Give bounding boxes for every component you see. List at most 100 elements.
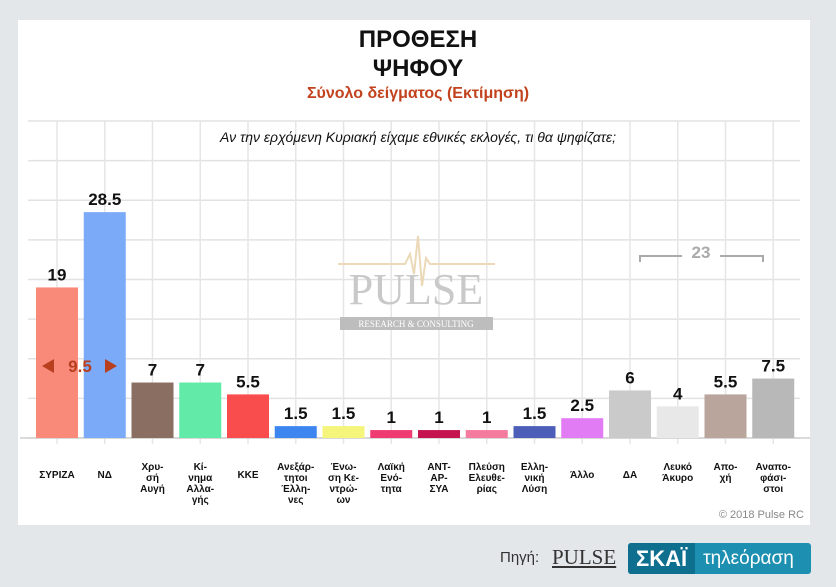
category-label-line: Λευκό <box>663 462 693 473</box>
category-label: Κί-νημα Αλλα-γής <box>177 462 223 506</box>
source-label: Πηγή: <box>500 549 540 566</box>
bar <box>561 418 604 438</box>
category-label-line: γής <box>191 495 209 506</box>
category-label-line: στοι <box>763 484 784 495</box>
bar <box>752 378 795 438</box>
category-label: Ανεξάρ-τητοι Έλλη-νες <box>273 462 319 506</box>
category-label-line: φάσι- <box>760 473 787 484</box>
value-label: 1.5 <box>523 404 547 423</box>
bar <box>322 426 365 438</box>
category-label-line: τητα <box>380 484 402 495</box>
watermark-subtext: RESEARCH & CONSULTING <box>358 319 474 329</box>
category-label-line: Άκυρο <box>662 473 694 484</box>
category-label-line: Λαϊκή <box>377 462 405 473</box>
category-label-line: ΑΡ- <box>430 473 448 484</box>
category-label-line: Ανεξάρ- <box>277 462 315 473</box>
category-label-line: ΑΝΤ- <box>427 462 451 473</box>
bar <box>83 212 126 438</box>
value-label: 1.5 <box>284 404 308 423</box>
arrow-left-icon <box>42 359 54 373</box>
category-label: Πλεύση Ελευθε-ρίας <box>464 462 510 495</box>
bar <box>370 430 413 438</box>
value-label: 1.5 <box>332 404 356 423</box>
category-label-line: Αναπο- <box>755 462 791 473</box>
bar <box>227 394 269 438</box>
value-label: 6 <box>625 368 634 387</box>
watermark-band <box>340 317 493 330</box>
value-label: 2.5 <box>570 396 594 415</box>
value-label: 28.5 <box>88 190 121 209</box>
category-label-line: Απο- <box>713 462 738 473</box>
category-label: Χρυ-σή Αυγή <box>130 462 176 495</box>
bar <box>513 426 556 438</box>
category-label-line: νική <box>524 473 545 484</box>
watermark-text: PULSE <box>349 265 483 314</box>
category-label-line: Λύση <box>521 484 548 495</box>
copyright: © 2018 Pulse RC <box>718 509 804 521</box>
category-label-line: νημα <box>188 473 213 484</box>
category-label-line: Χρυ- <box>141 462 164 473</box>
value-label: 1 <box>482 408 491 427</box>
category-label-line: νες <box>287 495 304 506</box>
category-label: Ένω-ση Κε-ντρώ-ων <box>321 462 367 506</box>
bar <box>179 382 222 438</box>
category-label: Ελλη-νική Λύση <box>512 462 558 495</box>
value-label: 5.5 <box>236 372 260 391</box>
group-label: 23 <box>692 243 711 262</box>
bar <box>131 382 174 438</box>
bar <box>274 426 317 438</box>
category-label-line: ΣΥΡΙΖΑ <box>39 470 75 481</box>
category-label-line: Ενό- <box>380 473 403 484</box>
category-label: Απο-χή <box>703 462 749 484</box>
category-label: ΚΚΕ <box>225 470 271 481</box>
category-label-line: χή <box>719 473 732 484</box>
category-label-line: ΚΚΕ <box>237 470 259 481</box>
category-label-line: Πλεύση <box>468 462 505 473</box>
category-label-line: ΣΥΑ <box>429 484 449 495</box>
category-label-line: τητοι <box>283 473 308 484</box>
category-label: ΔΑ <box>607 470 653 481</box>
category-label-line: Έλλη- <box>281 484 311 495</box>
pulse-logo: PULSE <box>552 545 617 569</box>
group-bracket-right <box>720 255 764 262</box>
category-label-line: Ελλη- <box>520 462 549 473</box>
skai-logo: ΣΚΑΪ τηλεόραση <box>628 543 811 574</box>
value-label: 7 <box>148 361 157 380</box>
category-label-line: ρίας <box>476 484 497 495</box>
value-label: 1 <box>387 408 396 427</box>
bar <box>656 406 699 438</box>
value-label: 1 <box>434 408 443 427</box>
bar <box>418 430 460 438</box>
category-label-line: Αυγή <box>140 484 165 495</box>
survey-question: Αν την ερχόμενη Κυριακή είχαμε εθνικές ε… <box>220 129 616 145</box>
category-label-line: Άλλο <box>570 470 595 481</box>
category-label: Αναπο-φάσι-στοι <box>750 462 796 495</box>
chart-subtitle: Σύνολο δείγματος (Εκτίμηση) <box>306 85 530 102</box>
category-label-line: ΔΑ <box>622 470 638 481</box>
category-label: Άλλο <box>559 470 605 481</box>
bar <box>465 430 508 438</box>
watermark-pulse-icon <box>338 235 495 287</box>
value-label: 7 <box>196 361 205 380</box>
gap-label: 9.5 <box>68 357 92 376</box>
category-label-line: ντρώ- <box>329 484 358 495</box>
value-label: 4 <box>673 384 683 403</box>
category-label-line: ΝΔ <box>97 470 112 481</box>
category-label: Λαϊκή Ενό-τητα <box>368 462 414 495</box>
group-bracket-left <box>639 255 682 262</box>
arrow-right-icon <box>105 359 117 373</box>
bar <box>36 287 78 438</box>
category-label-line: ση Κε- <box>327 473 360 484</box>
category-label: Λευκό Άκυρο <box>655 462 701 484</box>
chart-title-line2: ΨΗΦΟΥ <box>372 55 464 82</box>
category-label-line: Ελευθε- <box>468 473 505 484</box>
skai-logo-text: ΣΚΑΪ <box>628 543 696 574</box>
chart-title: ΠΡΟΘΕΣΗ <box>358 26 478 53</box>
category-label: ΝΔ <box>82 470 128 481</box>
category-label-line: Κί- <box>193 462 207 473</box>
value-label: 7.5 <box>761 357 785 376</box>
value-label: 5.5 <box>714 372 738 391</box>
category-label-line: ων <box>336 495 351 506</box>
bar <box>704 394 747 438</box>
value-label: 19 <box>48 265 67 284</box>
